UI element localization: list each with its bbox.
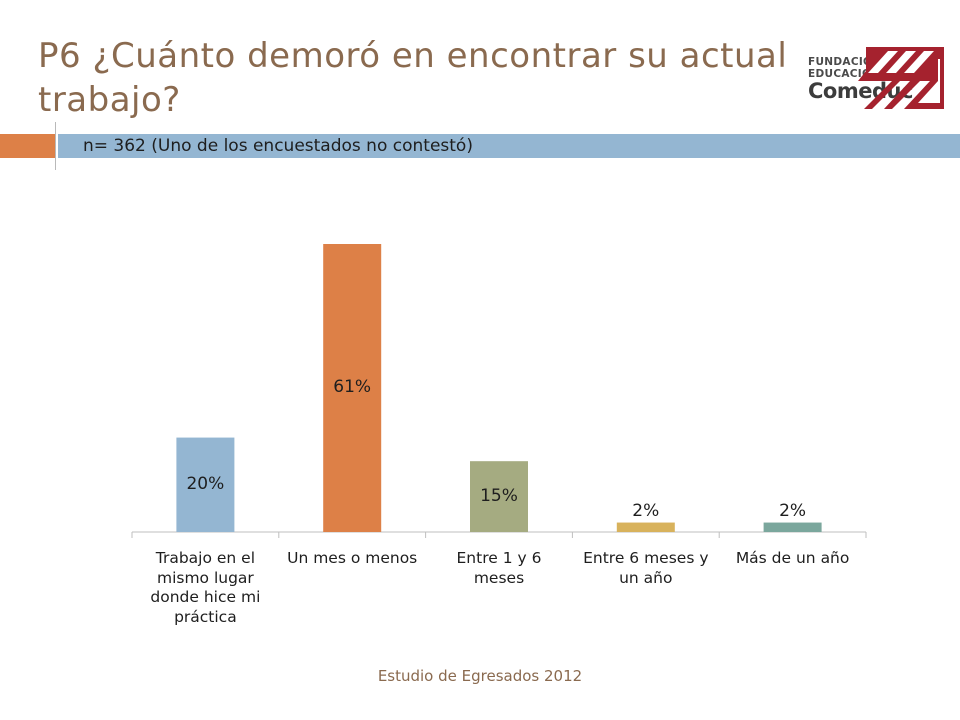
bar-3	[470, 461, 528, 532]
slide-title: P6 ¿Cuánto demoró en encontrar su actual…	[38, 36, 788, 120]
slide-subtitle: n= 362 (Uno de los encuestados no contes…	[83, 136, 473, 156]
bar-1	[176, 437, 235, 532]
bar-2	[323, 244, 382, 532]
bar-4	[616, 522, 675, 532]
category-label-3: Entre 1 y 6 meses	[456, 549, 542, 587]
category-label-5: Más de un año	[735, 549, 850, 567]
slide-footer: Estudio de Egresados 2012	[377, 667, 583, 685]
bar-5	[763, 522, 822, 532]
category-label-1: Trabajo en el mismo lugar donde hice mi prá…	[150, 549, 261, 626]
data-label-4: 2%	[632, 500, 660, 521]
category-label-2: Un mes o menos	[287, 549, 418, 567]
accent-block-orange	[0, 134, 55, 158]
subtitle-bar: n= 362 (Uno de los encuestados no contes…	[0, 122, 960, 170]
comeduc-logo: FUNDACIÓN EDUCACIONAL Comeduc	[806, 47, 944, 109]
category-label-4: Entre 6 meses y un año	[583, 549, 709, 587]
logo-emblem-icon	[858, 47, 944, 109]
data-label-2: 61%	[333, 377, 372, 397]
data-label-1: 20%	[186, 473, 225, 494]
logo-line-1: FUNDACIÓN	[808, 56, 882, 68]
data-label-5: 2%	[779, 500, 807, 521]
divider-line	[55, 122, 56, 170]
accent-band-blue	[58, 134, 960, 158]
data-label-3: 15%	[480, 485, 518, 506]
